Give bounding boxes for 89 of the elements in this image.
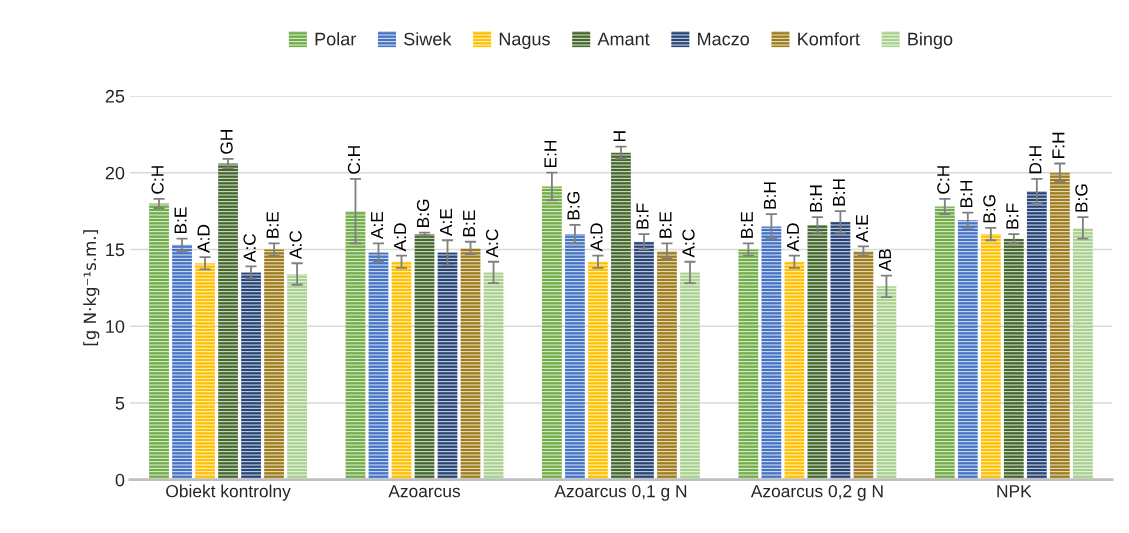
data-label: A:C [243,233,256,263]
data-label: B:E [463,210,476,237]
legend-label: Polar [315,32,356,46]
data-label: B:F [636,203,649,229]
bar [657,250,677,480]
y-tick-label: 20 [105,166,125,180]
bar [738,249,759,480]
legend-label: Amant [597,32,650,46]
y-axis-title: [g N·kg⁻¹s.m.] [83,230,100,346]
data-label: AB [878,249,891,272]
data-label: B:E [266,211,279,238]
data-label: B:F [1006,203,1019,229]
bar [934,206,955,480]
data-label: B:H [763,182,776,209]
bar [542,186,562,480]
bar [414,234,435,480]
bar [980,234,1001,480]
bar [1026,191,1047,480]
bar [483,272,504,480]
x-tick-label: Obiekt kontrolny [166,484,291,501]
bar [957,220,978,480]
data-label: C:H [347,146,361,174]
data-label: C:H [151,166,164,194]
x-tick-label: Azoarcus 0,1 g N [554,485,687,501]
legend-label: Maczo [698,32,750,46]
bar [241,272,261,480]
data-label: B:G [1075,184,1088,212]
bar [876,286,897,480]
data-label: B:E [174,207,187,234]
y-tick-label: 10 [106,320,125,333]
data-label: A:E [440,208,453,237]
legend-label: Bingo [908,32,953,49]
data-label: C:H [937,166,950,194]
x-tick-label: Azoarcus [388,485,461,498]
x-tick-label: Azoarcus 0,2 g N [750,485,883,501]
data-label: GH [220,130,233,154]
data-label: B:G [983,195,996,223]
data-label: A:E [371,211,383,240]
bar [218,163,238,480]
bar [853,250,874,480]
y-tick-label: 5 [115,397,125,410]
legend-label: Komfort [798,32,860,46]
bar [1049,172,1070,480]
bar [830,221,851,480]
bar [391,261,412,480]
data-label: A:C [682,229,695,258]
data-label: A:D [786,223,799,252]
bar [611,152,631,480]
bar [634,241,654,480]
bar [195,263,215,480]
data-label: B:G [416,199,430,227]
bar [1072,227,1093,480]
bar [761,226,782,480]
data-label: A:D [590,223,603,252]
data-label: A:E [855,214,868,243]
bar [149,203,169,480]
y-tick-label: 0 [115,473,125,487]
bar [807,224,828,480]
bar [437,252,458,480]
data-label: B:H [832,179,845,206]
bar [345,211,366,480]
y-tick-label: 25 [105,89,125,103]
data-label: E:H [544,141,557,168]
bar [588,261,608,480]
bar [784,261,805,480]
data-label: B:E [659,211,672,238]
data-label: A:D [394,223,406,252]
bar [264,249,284,480]
bar [460,247,481,480]
data-label: D:H [1029,146,1042,174]
data-label: H [613,131,626,142]
legend-label: Siwek [404,32,452,46]
data-label: A:C [485,229,499,258]
bar [287,274,307,480]
x-tick-label: NPK [997,485,1032,498]
data-label: B:H [809,185,822,212]
data-label: A:C [289,230,302,260]
bar [1003,238,1024,480]
bar [172,244,192,480]
legend-label: Nagus [499,32,550,49]
data-label: B:G [567,192,580,220]
bar [680,272,700,480]
bar [368,252,389,480]
bar [565,234,585,480]
data-label: A:D [197,224,210,253]
data-label: F:H [1052,132,1065,158]
data-label: B:H [960,180,973,208]
data-label: B:E [740,211,753,238]
y-tick-label: 15 [106,243,125,257]
